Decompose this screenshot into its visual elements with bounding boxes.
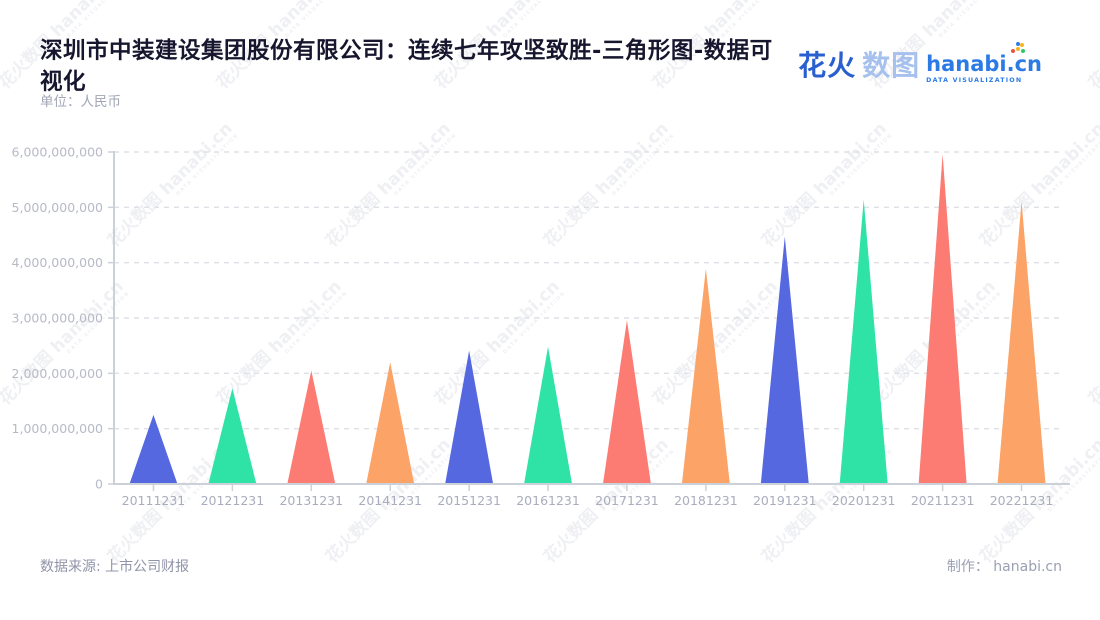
x-axis-label-20191231: 20191231: [753, 493, 817, 508]
data-source-label: 数据来源: 上市公司财报: [40, 559, 190, 575]
triangle-bar-20161231[interactable]: [524, 346, 573, 484]
page-title: 深圳市中装建设集团股份有限公司：连续七年攻坚致胜-三角形图-数据可 视化: [40, 36, 773, 98]
x-axis-label-20121231: 20121231: [201, 493, 265, 508]
y-axis-label: 3,000,000,000: [12, 311, 103, 326]
triangle-bar-20221231[interactable]: [997, 201, 1046, 484]
triangle-bar-20171231[interactable]: [602, 320, 651, 484]
page-title-line1: 深圳市中装建设集团股份有限公司：连续七年攻坚致胜-三角形图-数据可: [40, 38, 773, 64]
y-axis-label: 4,000,000,000: [12, 255, 103, 270]
y-axis-label: 6,000,000,000: [12, 145, 103, 160]
logo-right-block: hanabi.cn DATA VISUALIZATION: [926, 47, 1042, 84]
x-axis-label-20201231: 20201231: [832, 493, 896, 508]
page-title-line2: 视化: [40, 69, 87, 95]
x-axis-label-20221231: 20221231: [990, 493, 1054, 508]
logo-zh-part2: 数图: [862, 49, 921, 82]
triangle-bar-20121231[interactable]: [208, 388, 257, 484]
x-axis-label-20161231: 20161231: [516, 493, 580, 508]
logo-zh-part1: 花火: [798, 49, 857, 82]
triangle-bar-20131231[interactable]: [287, 370, 336, 484]
sparkle-icon: [1016, 47, 1020, 51]
triangle-bar-20191231[interactable]: [760, 236, 809, 484]
x-axis-label-20131231: 20131231: [279, 493, 343, 508]
x-axis-label-20171231: 20171231: [595, 493, 659, 508]
triangle-bar-20181231[interactable]: [681, 268, 730, 484]
x-axis-label-20111231: 20111231: [122, 493, 186, 508]
x-axis-label-20141231: 20141231: [358, 493, 422, 508]
triangle-bar-20211231[interactable]: [918, 154, 967, 485]
x-axis-label-20181231: 20181231: [674, 493, 738, 508]
triangle-bar-20201231[interactable]: [839, 199, 888, 484]
unit-label: 单位：人民币: [40, 94, 121, 110]
y-axis-label: 0: [95, 477, 103, 492]
x-axis-label-20151231: 20151231: [437, 493, 501, 508]
hanabi-logo[interactable]: 花火 数图 hanabi.cn DATA VISUALIZATION: [798, 47, 1042, 84]
triangle-bar-20141231[interactable]: [366, 362, 415, 484]
logo-tagline: DATA VISUALIZATION: [926, 77, 1023, 84]
y-axis-label: 2,000,000,000: [12, 366, 103, 381]
y-axis-label: 1,000,000,000: [12, 421, 103, 436]
credit-label: 制作： hanabi.cn: [946, 559, 1062, 575]
y-axis-label: 5,000,000,000: [12, 200, 103, 215]
triangle-bar-20151231[interactable]: [445, 350, 494, 484]
logo-domain: hanabi.cn: [926, 52, 1042, 76]
x-axis-label-20211231: 20211231: [911, 493, 975, 508]
triangle-bar-20111231[interactable]: [129, 414, 178, 484]
